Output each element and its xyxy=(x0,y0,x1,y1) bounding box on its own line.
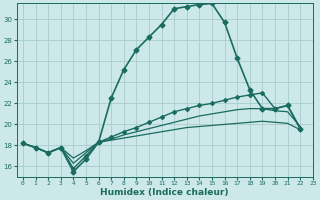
X-axis label: Humidex (Indice chaleur): Humidex (Indice chaleur) xyxy=(100,188,229,197)
